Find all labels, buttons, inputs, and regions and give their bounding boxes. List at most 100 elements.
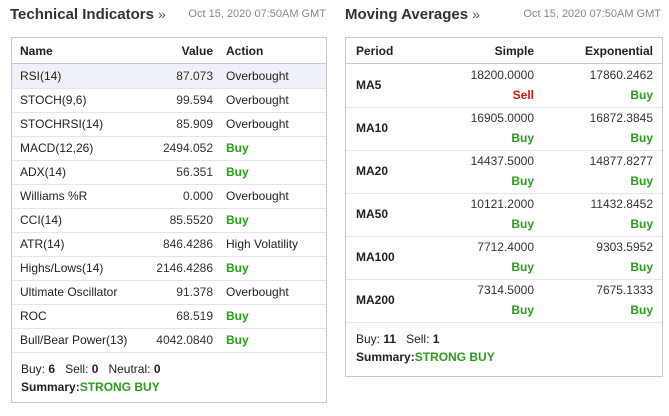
sell-count-label: Sell: xyxy=(65,362,89,376)
moving-averages-title-text[interactable]: Moving Averages xyxy=(345,6,469,23)
exponential-action: Buy xyxy=(630,131,653,145)
indicator-name: MACD(12,26) xyxy=(20,141,94,155)
column-header-action: Action xyxy=(226,44,264,58)
simple-value: 7314.5000 xyxy=(477,283,534,297)
column-header-name: Name xyxy=(20,44,53,58)
ma-period: MA100 xyxy=(356,250,395,264)
summary-value: STRONG BUY xyxy=(79,380,160,394)
ma-period: MA5 xyxy=(356,78,382,92)
table-row[interactable]: STOCHRSI(14) 85.909 Overbought xyxy=(12,112,326,137)
table-row[interactable]: RSI(14) 87.073 Overbought xyxy=(12,64,326,89)
technical-indicators-table: Name Value Action RSI(14) 87.073 Overbough… xyxy=(11,37,327,403)
indicator-name: Williams %R xyxy=(20,189,88,203)
table-row[interactable]: Bull/Bear Power(13) 4042.0840 Buy xyxy=(12,328,326,353)
indicator-name: Bull/Bear Power(13) xyxy=(20,333,128,347)
indicator-value: 99.594 xyxy=(176,93,213,107)
indicator-action: Overbought xyxy=(226,93,289,107)
indicator-action: Buy xyxy=(226,333,249,347)
exponential-action: Buy xyxy=(630,260,653,274)
indicator-value: 56.351 xyxy=(176,165,213,179)
simple-value: 18200.0000 xyxy=(470,68,534,82)
indicator-name: Ultimate Oscillator xyxy=(20,285,118,299)
simple-value: 7712.4000 xyxy=(477,240,534,254)
table-row[interactable]: MA10 16905.0000 Buy 16872.3845 Buy xyxy=(346,107,662,151)
table-row[interactable]: MA100 7712.4000 Buy 9303.5952 Buy xyxy=(346,236,662,280)
sell-count-value: 0 xyxy=(91,362,99,376)
exponential-action: Buy xyxy=(630,303,653,317)
technical-indicators-title[interactable]: Technical Indicators» xyxy=(10,6,166,23)
moving-averages-counts: Buy: 11 Sell: 1 xyxy=(356,332,439,346)
simple-action: Buy xyxy=(511,174,534,188)
table-row[interactable]: MA5 18200.0000 Sell 17860.2462 Buy xyxy=(346,64,662,108)
indicator-action: Buy xyxy=(226,213,249,227)
sell-count-label: Sell: xyxy=(406,332,430,346)
table-row[interactable]: MA20 14437.5000 Buy 14877.8277 Buy xyxy=(346,150,662,194)
table-row[interactable]: Ultimate Oscillator 91.378 Overbought xyxy=(12,280,326,305)
chevron-right-icon[interactable]: » xyxy=(157,6,166,22)
indicator-name: ROC xyxy=(20,309,47,323)
table-row[interactable]: ROC 68.519 Buy xyxy=(12,304,326,329)
indicator-value: 4042.0840 xyxy=(156,333,213,347)
table-row[interactable]: STOCH(9,6) 99.594 Overbought xyxy=(12,88,326,113)
indicator-name: Highs/Lows(14) xyxy=(20,261,104,275)
exponential-value: 7675.1333 xyxy=(596,283,653,297)
exponential-value: 17860.2462 xyxy=(589,68,653,82)
ma-period: MA200 xyxy=(356,293,395,307)
table-row[interactable]: MACD(12,26) 2494.052 Buy xyxy=(12,136,326,161)
summary-value: STRONG BUY xyxy=(414,350,495,364)
exponential-action: Buy xyxy=(630,88,653,102)
table-row[interactable]: ADX(14) 56.351 Buy xyxy=(12,160,326,185)
sell-count-value: 1 xyxy=(432,332,440,346)
indicator-action: Overbought xyxy=(226,285,289,299)
table-row[interactable]: MA200 7314.5000 Buy 7675.1333 Buy xyxy=(346,279,662,323)
simple-action: Buy xyxy=(511,303,534,317)
exponential-value: 9303.5952 xyxy=(596,240,653,254)
ma-period: MA20 xyxy=(356,164,389,178)
indicator-action: Buy xyxy=(226,309,249,323)
technical-indicators-title-text[interactable]: Technical Indicators xyxy=(10,6,154,23)
simple-value: 10121.2000 xyxy=(470,197,534,211)
indicator-action: Buy xyxy=(226,165,249,179)
summary-label: Summary: xyxy=(356,350,415,364)
table-row[interactable]: Highs/Lows(14) 2146.4286 Buy xyxy=(12,256,326,281)
indicator-value: 85.909 xyxy=(176,117,213,131)
table-row[interactable]: CCI(14) 85.5520 Buy xyxy=(12,208,326,233)
neutral-count-label: Neutral: xyxy=(108,362,151,376)
simple-action: Sell xyxy=(512,88,534,102)
moving-averages-summary: Summary:STRONG BUY xyxy=(356,350,495,364)
exponential-value: 14877.8277 xyxy=(589,154,653,168)
indicator-value: 0.000 xyxy=(182,189,213,203)
indicator-action: Buy xyxy=(226,141,249,155)
header-divider xyxy=(346,63,662,64)
buy-count-value: 11 xyxy=(383,332,397,346)
chevron-right-icon[interactable]: » xyxy=(472,6,480,22)
technical-summary: Summary:STRONG BUY xyxy=(21,380,160,394)
simple-action: Buy xyxy=(511,217,534,231)
technical-counts: Buy: 6 Sell: 0 Neutral: 0 xyxy=(21,362,161,376)
exponential-value: 11432.8452 xyxy=(590,197,653,211)
indicator-action: Overbought xyxy=(226,117,289,131)
moving-averages-title[interactable]: Moving Averages» xyxy=(345,6,480,23)
indicator-value: 91.378 xyxy=(176,285,213,299)
indicator-name: RSI(14) xyxy=(20,69,62,83)
ma-period: MA50 xyxy=(356,207,389,221)
table-row[interactable]: MA50 10121.2000 Buy 11432.8452 Buy xyxy=(346,193,662,237)
indicator-name: STOCHRSI(14) xyxy=(20,117,104,131)
simple-value: 16905.0000 xyxy=(470,111,534,125)
indicator-value: 2494.052 xyxy=(162,141,213,155)
table-row[interactable]: Williams %R 0.000 Overbought xyxy=(12,184,326,209)
indicator-value: 2146.4286 xyxy=(156,261,213,275)
moving-averages-table: Period Simple Exponential MA5 18200.0000 S… xyxy=(345,37,663,377)
indicator-value: 87.073 xyxy=(176,69,213,83)
moving-averages-header: Moving Averages» Oct 15, 2020 07:50AM GM… xyxy=(345,6,663,26)
summary-label: Summary: xyxy=(21,380,80,394)
indicator-action: Overbought xyxy=(226,69,289,83)
table-row[interactable]: ATR(14) 846.4286 High Volatility xyxy=(12,232,326,257)
simple-action: Buy xyxy=(511,260,534,274)
exponential-value: 16872.3845 xyxy=(589,111,653,125)
indicator-action: Buy xyxy=(226,261,249,275)
indicator-action: High Volatility xyxy=(226,237,299,251)
indicator-value: 68.519 xyxy=(176,309,213,323)
ma-period: MA10 xyxy=(356,121,389,135)
indicator-name: ATR(14) xyxy=(20,237,65,251)
